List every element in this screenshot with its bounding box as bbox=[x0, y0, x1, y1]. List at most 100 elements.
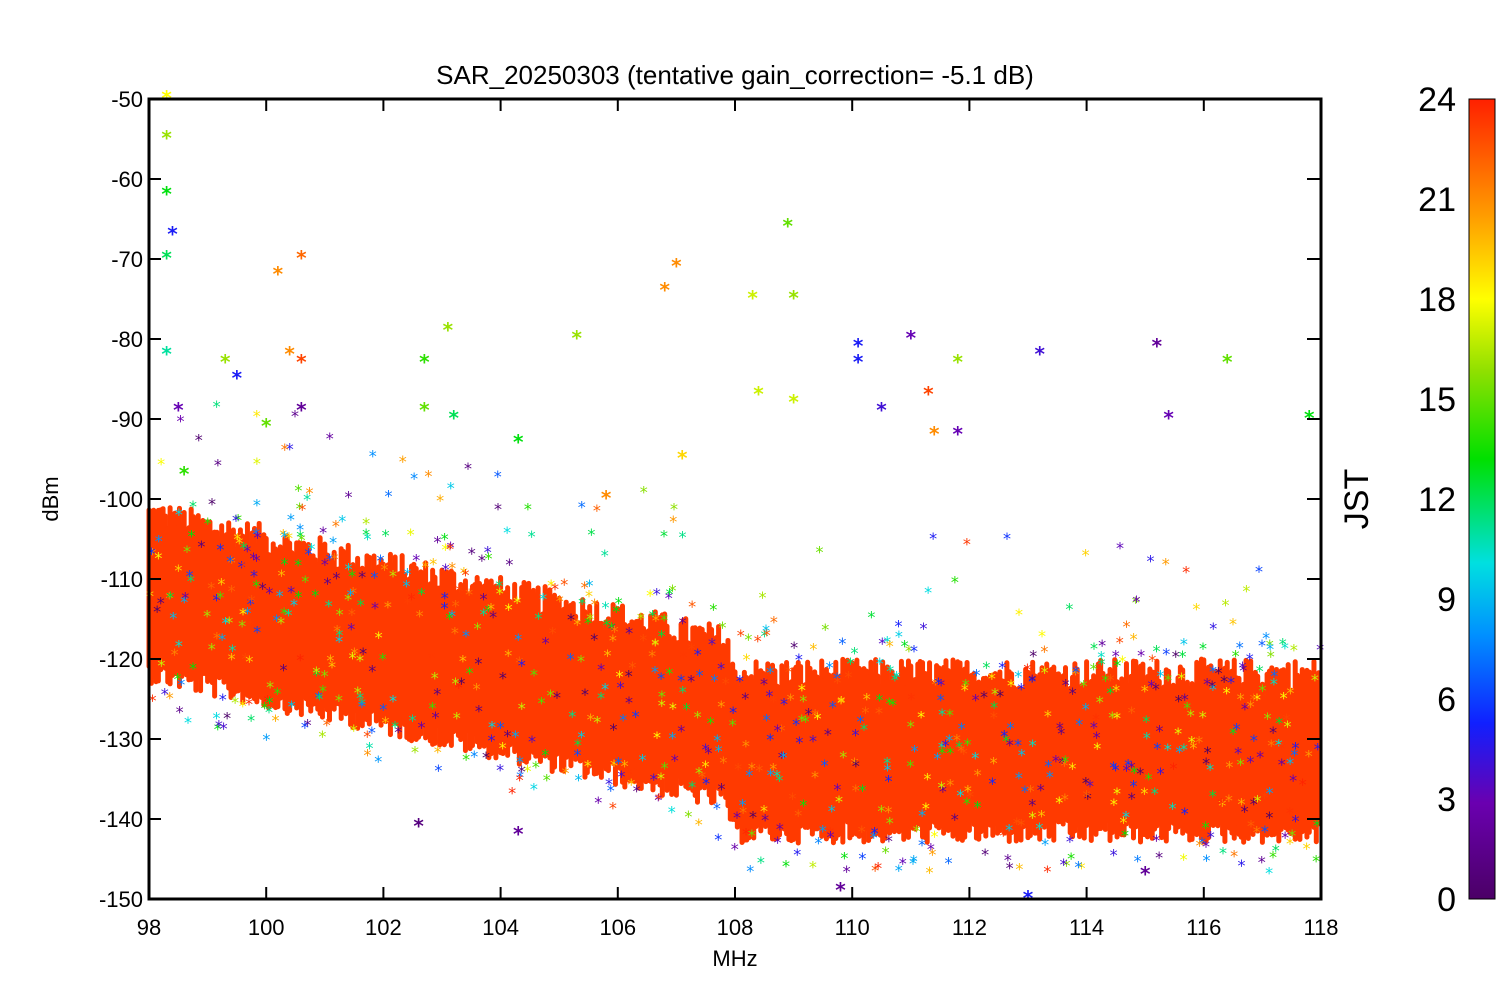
noise-floor-mark: * bbox=[208, 494, 216, 513]
noise-floor-mark: * bbox=[1204, 743, 1212, 762]
noise-floor-mark: * bbox=[625, 667, 633, 686]
noise-floor-mark: * bbox=[761, 627, 769, 646]
noise-floor-mark: * bbox=[894, 616, 902, 635]
noise-floor-mark: * bbox=[285, 529, 293, 548]
noise-floor-mark: * bbox=[1209, 680, 1217, 699]
noise-floor-mark: * bbox=[1029, 736, 1037, 755]
data-point: * bbox=[929, 422, 940, 446]
noise-floor-mark: * bbox=[731, 840, 739, 859]
noise-floor-mark: * bbox=[615, 667, 623, 686]
noise-floor-mark: * bbox=[609, 798, 617, 817]
noise-floor-mark: * bbox=[358, 695, 366, 714]
noise-floor-mark: * bbox=[891, 671, 899, 690]
noise-floor-mark: * bbox=[431, 708, 439, 727]
noise-floor-mark: * bbox=[244, 604, 252, 623]
noise-floor-mark: * bbox=[938, 744, 946, 763]
noise-floor-mark: * bbox=[1286, 754, 1294, 773]
noise-floor-mark: * bbox=[516, 752, 524, 771]
data-point: * bbox=[513, 430, 524, 454]
noise-floor-mark: * bbox=[1286, 834, 1294, 853]
noise-floor-mark: * bbox=[778, 748, 786, 767]
noise-floor-mark: * bbox=[326, 651, 334, 670]
noise-floor-mark: * bbox=[448, 607, 456, 626]
noise-floor-mark: * bbox=[1080, 676, 1088, 695]
noise-floor-mark: * bbox=[928, 845, 936, 864]
noise-floor-mark: * bbox=[788, 789, 796, 808]
noise-floor-mark: * bbox=[189, 497, 197, 516]
noise-floor-mark: * bbox=[1181, 804, 1189, 823]
noise-floor-mark: * bbox=[763, 626, 771, 645]
noise-floor-mark: * bbox=[1258, 636, 1266, 655]
noise-floor-mark: * bbox=[798, 680, 806, 699]
data-point: * bbox=[671, 254, 682, 278]
noise-floor-mark: * bbox=[546, 686, 554, 705]
noise-floor-mark: * bbox=[907, 689, 915, 708]
noise-floor-mark: * bbox=[668, 802, 676, 821]
y-tick-label: -100 bbox=[99, 487, 143, 512]
noise-floor-mark: * bbox=[1290, 745, 1298, 764]
noise-floor-mark: * bbox=[925, 863, 933, 882]
noise-floor-mark: * bbox=[999, 826, 1007, 845]
noise-floor-mark: * bbox=[562, 763, 570, 782]
noise-floor-mark: * bbox=[668, 729, 676, 748]
noise-floor-mark: * bbox=[1162, 644, 1170, 663]
noise-floor-mark: * bbox=[601, 598, 609, 617]
noise-floor-mark: * bbox=[867, 608, 875, 627]
noise-floor-mark: * bbox=[294, 556, 302, 575]
noise-floor-mark: * bbox=[809, 858, 817, 877]
noise-floor-mark: * bbox=[661, 758, 669, 777]
noise-floor-mark: * bbox=[370, 568, 378, 587]
noise-floor-mark: * bbox=[907, 717, 915, 736]
noise-floor-mark: * bbox=[961, 681, 969, 700]
noise-floor-mark: * bbox=[567, 610, 575, 629]
data-point: * bbox=[601, 486, 612, 510]
noise-floor-mark: * bbox=[447, 478, 455, 497]
noise-floor-mark: * bbox=[226, 552, 234, 571]
noise-floor-mark: * bbox=[612, 602, 620, 621]
noise-floor-mark: * bbox=[568, 707, 576, 726]
noise-floor-mark: * bbox=[335, 626, 343, 645]
noise-floor-mark: * bbox=[169, 608, 177, 627]
noise-floor-mark: * bbox=[394, 723, 402, 742]
noise-floor-mark: * bbox=[922, 799, 930, 818]
noise-floor-mark: * bbox=[709, 600, 717, 619]
noise-floor-mark: * bbox=[1313, 816, 1321, 835]
noise-floor-mark: * bbox=[381, 713, 389, 732]
noise-floor-mark: * bbox=[1116, 539, 1124, 558]
noise-floor-mark: * bbox=[1003, 529, 1011, 548]
noise-floor-mark: * bbox=[826, 828, 834, 847]
noise-floor-mark: * bbox=[736, 671, 744, 690]
noise-floor-mark: * bbox=[511, 727, 519, 746]
noise-floor-mark: * bbox=[604, 646, 612, 665]
noise-floor-mark: * bbox=[918, 836, 926, 855]
noise-floor-mark: * bbox=[448, 559, 456, 578]
noise-floor-mark: * bbox=[742, 737, 750, 756]
noise-floor-mark: * bbox=[1266, 640, 1274, 659]
noise-floor-mark: * bbox=[213, 590, 221, 609]
noise-floor-mark: * bbox=[1237, 689, 1245, 708]
noise-floor-mark: * bbox=[436, 491, 444, 510]
noise-floor-mark: * bbox=[1026, 782, 1034, 801]
noise-floor-mark: * bbox=[429, 554, 437, 573]
noise-floor-mark: * bbox=[1062, 856, 1070, 875]
noise-floor-mark: * bbox=[487, 731, 495, 750]
noise-floor-mark: * bbox=[291, 406, 299, 425]
noise-floor-mark: * bbox=[239, 697, 247, 716]
noise-floor-mark: * bbox=[839, 748, 847, 767]
noise-floor-mark: * bbox=[1093, 728, 1101, 747]
noise-floor-mark: * bbox=[1090, 660, 1098, 679]
y-tick-label: -60 bbox=[111, 167, 143, 192]
noise-floor-mark: * bbox=[532, 757, 540, 776]
x-tick-label: 106 bbox=[599, 915, 636, 940]
noise-floor-mark: * bbox=[1037, 780, 1045, 799]
noise-floor-mark: * bbox=[235, 533, 243, 552]
noise-floor-mark: * bbox=[447, 538, 455, 557]
noise-floor-mark: * bbox=[652, 611, 660, 630]
noise-floor-mark: * bbox=[833, 673, 841, 692]
noise-floor-mark: * bbox=[795, 650, 803, 669]
noise-floor-mark: * bbox=[1072, 663, 1080, 682]
noise-floor-mark: * bbox=[1250, 731, 1258, 750]
noise-floor-mark: * bbox=[1286, 803, 1294, 822]
noise-floor-mark: * bbox=[910, 642, 918, 661]
noise-floor-mark: * bbox=[955, 738, 963, 757]
